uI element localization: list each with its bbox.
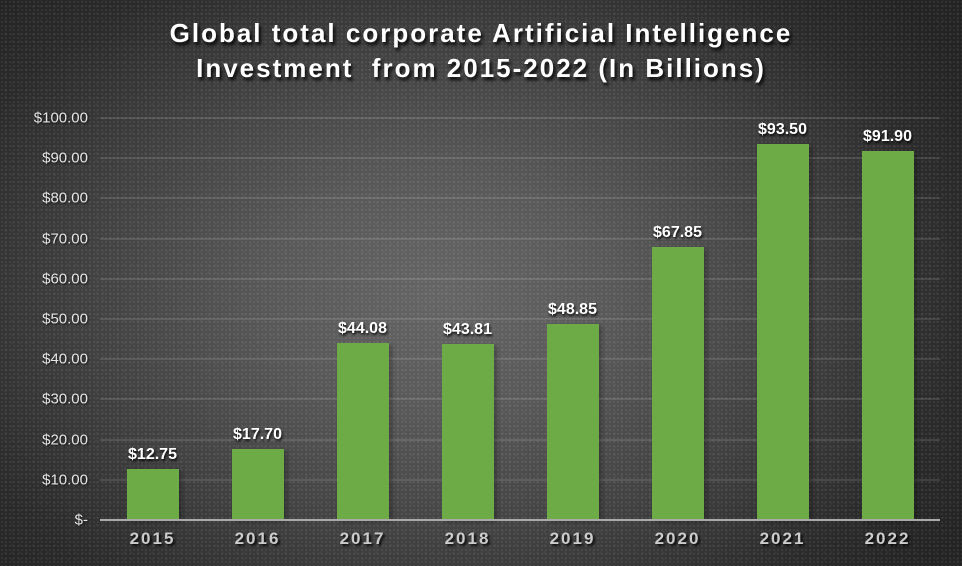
bar-slot: $67.85 [625, 118, 730, 520]
gridline [100, 358, 940, 360]
y-tick-label: $60.00 [42, 270, 88, 288]
x-tick-label-2019: 2019 [549, 529, 596, 548]
x-tick-label-2020: 2020 [654, 529, 701, 548]
bar-2016 [231, 448, 284, 520]
gridline [100, 479, 940, 481]
gridline [100, 157, 940, 159]
chart-title-line-1: Global total corporate Artificial Intell… [169, 18, 793, 48]
bar-2019 [546, 323, 599, 520]
chart-title: Global total corporate Artificial Intell… [0, 16, 962, 86]
bar-slot: $12.75 [100, 118, 205, 520]
gridline [100, 439, 940, 441]
bar-data-label: $67.85 [653, 224, 702, 242]
gridline [100, 318, 940, 320]
bar-2020 [651, 247, 704, 520]
gridline [100, 117, 940, 119]
y-tick-label: $90.00 [42, 149, 88, 167]
chart-title-line-2: Investment from 2015-2022 (In Billions) [196, 53, 766, 83]
bar-data-label: $44.08 [338, 319, 387, 337]
gridline [100, 197, 940, 199]
bar-data-label: $91.90 [863, 127, 912, 145]
bar-2022 [861, 150, 914, 520]
y-tick-label: $20.00 [42, 431, 88, 449]
x-axis-line [100, 519, 940, 521]
x-tick-label-2017: 2017 [339, 529, 386, 548]
bar-2021 [756, 144, 809, 520]
y-tick-label: $100.00 [33, 109, 88, 127]
bar-slot: $48.85 [520, 118, 625, 520]
bar-2017 [336, 342, 389, 520]
bar-data-label: $43.81 [443, 320, 492, 338]
bar-slot: $44.08 [310, 118, 415, 520]
x-tick-label-2016: 2016 [234, 529, 281, 548]
x-tick-label-2018: 2018 [444, 529, 491, 548]
bar-slot: $93.50 [730, 118, 835, 520]
bar-data-label: $17.70 [233, 425, 282, 443]
y-axis-labels: $- $10.00 $20.00 $30.00 $40.00 $50.00 $60.00 $7… [0, 110, 88, 529]
gridline [100, 278, 940, 280]
bar-data-label: $93.50 [758, 121, 807, 139]
bar-slot: $17.70 [205, 118, 310, 520]
y-tick-label: $40.00 [42, 350, 88, 368]
bar-slot: $43.81 [415, 118, 520, 520]
x-tick-label-2021: 2021 [759, 529, 806, 548]
x-tick-label-2015: 2015 [129, 529, 176, 548]
plot-area: $12.75 $17.70 $44.08 $43.81 $48.85 $67.85 $93.… [100, 117, 940, 521]
bar-2018 [441, 343, 494, 520]
y-tick-label: $30.00 [42, 390, 88, 408]
bars-container: $12.75 $17.70 $44.08 $43.81 $48.85 $67.85 $93.… [100, 118, 940, 520]
bar-slot: $91.90 [835, 118, 940, 520]
y-tick-label: $50.00 [42, 310, 88, 328]
gridline [100, 398, 940, 400]
y-tick-label: $10.00 [42, 471, 88, 489]
bar-data-label: $12.75 [128, 445, 177, 463]
x-tick-label-2022: 2022 [864, 529, 911, 548]
x-axis-labels: 2015 2016 2017 2018 2019 2020 2021 2022 [100, 529, 940, 549]
bar-2015 [126, 468, 179, 520]
y-tick-label: $70.00 [42, 230, 88, 248]
y-tick-label: $80.00 [42, 189, 88, 207]
bar-data-label: $48.85 [548, 300, 597, 318]
gridline [100, 238, 940, 240]
y-tick-label: $- [74, 511, 88, 529]
